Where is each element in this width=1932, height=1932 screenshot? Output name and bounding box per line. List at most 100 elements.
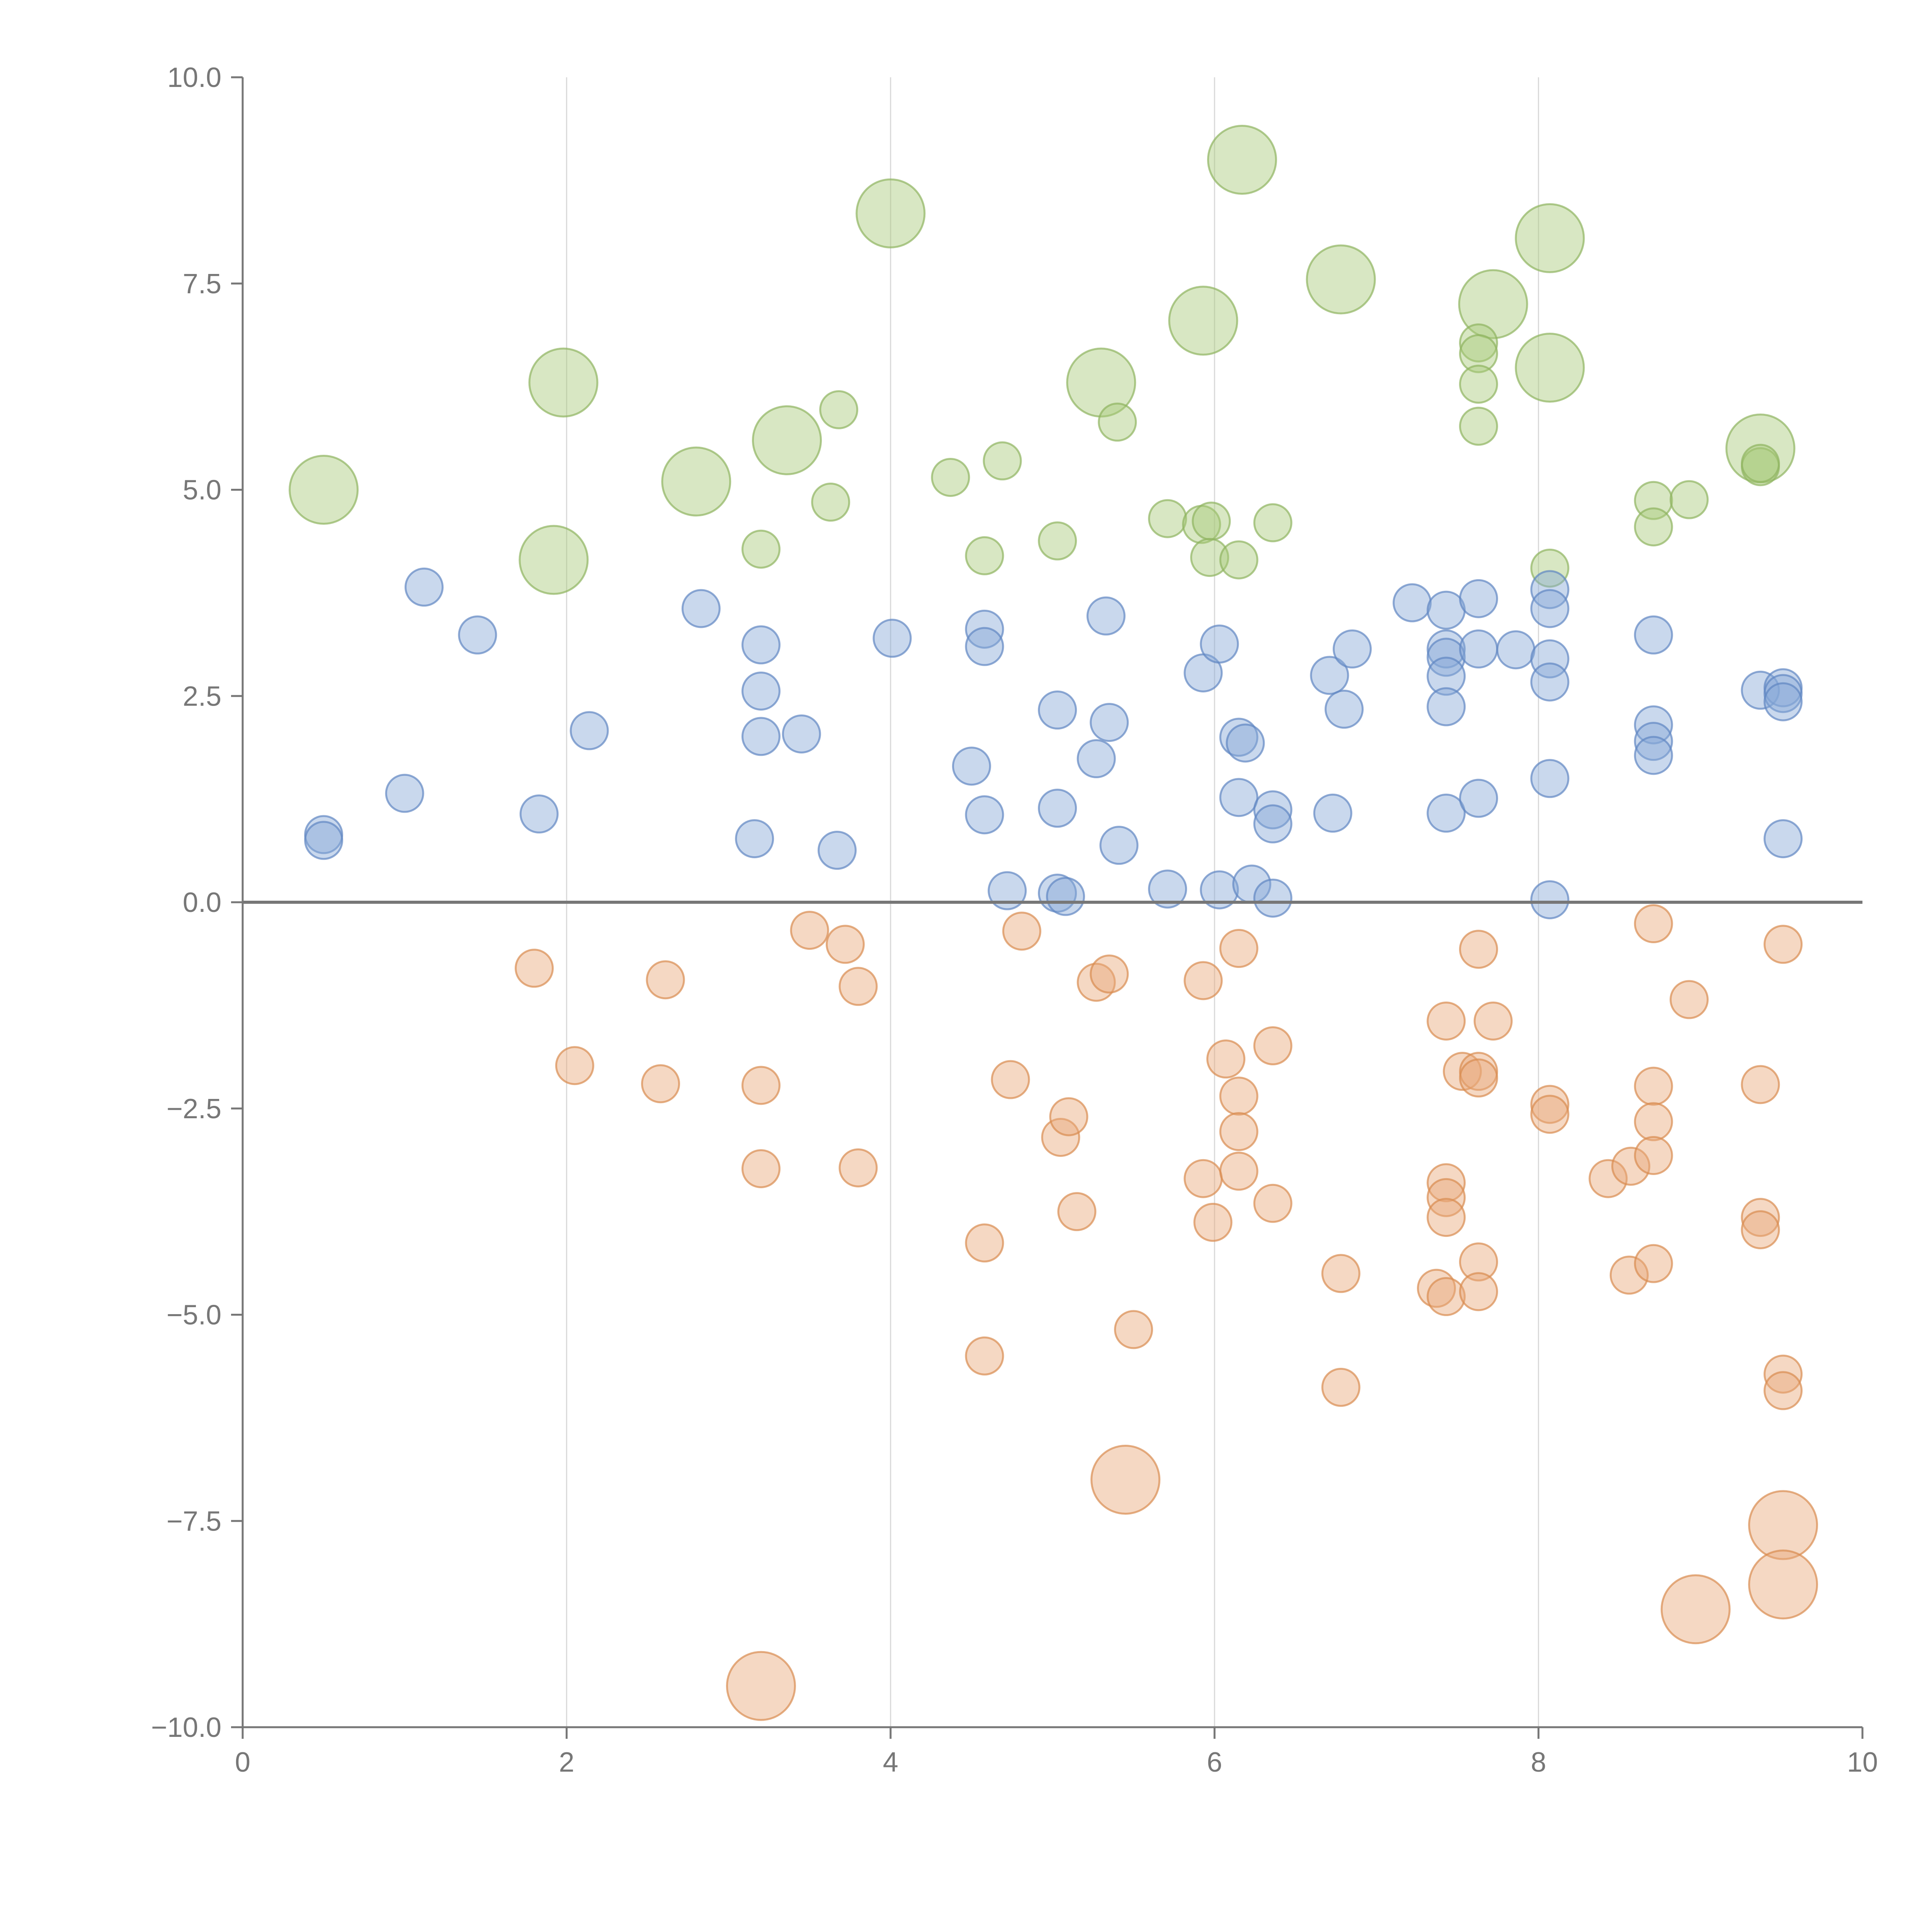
data-point: [1002, 912, 1041, 951]
data-point: [1427, 629, 1466, 669]
data-point: [855, 178, 926, 248]
data-point: [555, 1046, 594, 1085]
data-point: [1427, 687, 1466, 726]
data-point: [1066, 347, 1136, 418]
data-point: [1458, 269, 1528, 339]
data-point: [1086, 596, 1126, 636]
data-point: [1530, 589, 1570, 628]
data-point: [1427, 1277, 1466, 1316]
data-point: [1427, 1163, 1466, 1202]
data-point: [1764, 819, 1803, 859]
data-point: [1219, 1151, 1259, 1191]
data-point: [1253, 503, 1293, 543]
data-point: [1190, 538, 1230, 577]
data-point: [1325, 689, 1364, 729]
y-tick-label: 10.0: [167, 62, 221, 93]
data-point: [817, 830, 857, 870]
data-point: [1459, 629, 1498, 669]
y-tick-label: −5.0: [167, 1300, 221, 1331]
data-point: [1038, 521, 1077, 561]
data-point: [1741, 1065, 1780, 1104]
data-point: [735, 819, 774, 859]
data-point: [1611, 1146, 1651, 1186]
data-point: [1253, 790, 1293, 830]
data-point: [1090, 954, 1129, 994]
data-point: [1634, 615, 1673, 655]
data-point: [1200, 870, 1239, 910]
data-point: [931, 457, 970, 497]
data-point: [1473, 1001, 1513, 1041]
data-point: [1427, 793, 1466, 833]
x-tick-label: 2: [559, 1747, 574, 1778]
data-point: [811, 483, 850, 522]
data-point: [965, 1336, 1004, 1376]
data-point: [1427, 656, 1466, 696]
data-point: [991, 1060, 1030, 1099]
data-point: [1306, 244, 1376, 315]
data-point: [1669, 480, 1709, 519]
data-point: [1741, 444, 1780, 483]
data-point: [965, 1223, 1004, 1263]
data-point: [1634, 1102, 1673, 1141]
data-point: [1459, 1242, 1498, 1282]
data-point: [1090, 703, 1129, 742]
data-point: [1038, 789, 1077, 828]
data-point: [1098, 402, 1137, 442]
data-point: [1764, 682, 1803, 721]
data-point: [819, 390, 859, 429]
data-point: [641, 1064, 680, 1104]
axes: 0 2 4 6 8 10 −10.0 −7.5 −5.0 −2.5 0.0 2.5 5.0 7.5 10.0: [151, 62, 1878, 1778]
data-point: [1207, 125, 1277, 195]
data-point: [1741, 1198, 1780, 1237]
data-point: [838, 967, 878, 1006]
y-tick-label: 5.0: [183, 475, 221, 506]
data-point: [1193, 1202, 1233, 1242]
data-point: [1515, 333, 1585, 403]
data-point: [1148, 499, 1187, 538]
data-point: [519, 794, 559, 834]
data-point: [965, 536, 1004, 575]
data-point: [741, 1149, 781, 1189]
data-point: [1530, 639, 1570, 679]
data-point: [1764, 1371, 1803, 1410]
data-point: [1530, 759, 1570, 798]
data-point: [1748, 1490, 1818, 1560]
data-point: [1459, 579, 1498, 618]
data-point: [1748, 1549, 1818, 1620]
data-point: [1530, 1085, 1570, 1124]
data-point: [1219, 540, 1259, 580]
data-point: [1114, 1310, 1153, 1349]
data-point: [1530, 1095, 1570, 1134]
data-point: [1090, 1445, 1161, 1515]
data-point: [983, 441, 1022, 481]
data-point: [741, 671, 781, 711]
data-point: [1588, 1159, 1628, 1198]
x-tick-label: 0: [235, 1747, 250, 1778]
data-point: [1459, 334, 1498, 373]
data-point: [1057, 1192, 1097, 1231]
data-point: [965, 609, 1004, 649]
data-point: [952, 747, 991, 786]
data-point: [1219, 929, 1259, 968]
data-point: [646, 960, 685, 1000]
data-point: [1310, 656, 1349, 695]
data-point: [988, 871, 1027, 910]
data-point: [570, 711, 609, 750]
data-point: [458, 615, 497, 655]
data-point: [1496, 630, 1536, 670]
data-points: [289, 125, 1818, 1721]
data-point: [1333, 629, 1372, 669]
data-point: [1038, 690, 1077, 730]
data-point: [1049, 1097, 1088, 1136]
y-tick-label: −2.5: [167, 1094, 221, 1124]
data-point: [1459, 930, 1498, 969]
data-point: [741, 529, 781, 569]
data-point: [1313, 793, 1352, 833]
data-point: [1148, 869, 1187, 909]
data-point: [838, 1148, 878, 1187]
data-point: [1741, 1210, 1780, 1250]
data-point: [1459, 406, 1498, 446]
data-point: [752, 405, 822, 475]
data-point: [1459, 1058, 1498, 1098]
